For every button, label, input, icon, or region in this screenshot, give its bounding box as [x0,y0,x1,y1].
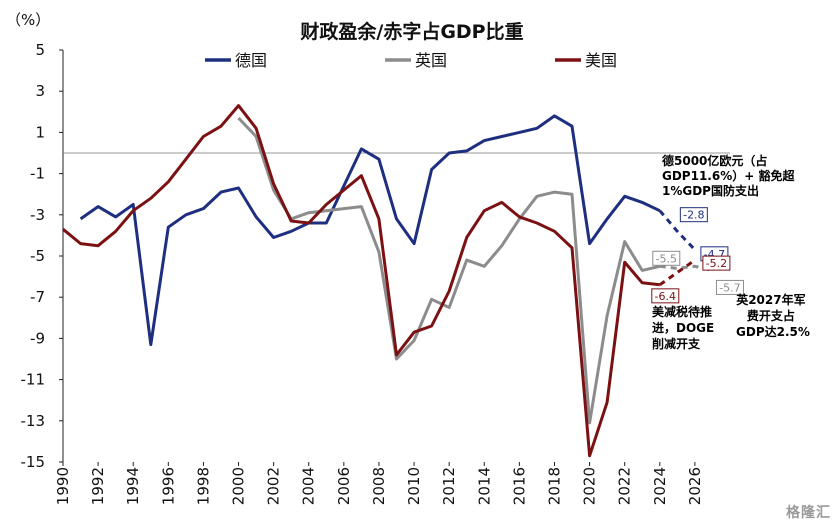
x-tick-label: 2002 [265,467,283,505]
y-tick-label: 3 [35,82,45,100]
x-tick-label: 2024 [651,467,669,505]
x-tick-label: 2026 [686,467,704,505]
data-label-box [651,288,680,304]
legend-label: 德国 [235,51,267,70]
y-tick-labels: 5 3 1 -1 -3 -5 -7 -9 -11 -13 -15 [21,41,46,471]
legend: 德国 英国 美国 [205,51,617,70]
data-label-box [702,255,731,271]
y-tick-label: 1 [35,123,45,141]
y-unit-label: （%） [6,11,50,29]
x-tick-label: 2012 [440,467,458,505]
x-tick-label: 1996 [159,467,177,505]
x-tick-label: 1990 [54,467,72,505]
x-tick-label: 2008 [370,467,388,505]
x-tick-label: 2000 [230,467,248,505]
y-tick-label: -15 [21,453,46,471]
data-label: -2.8 [683,209,704,222]
y-tick-label: -1 [30,165,45,183]
y-tick-label: -9 [30,329,45,347]
x-tick-label: 2022 [616,467,634,505]
series-forecast-line [658,258,696,287]
data-labels: -2.8-4.7-5.5-5.7-6.4-5.2 [651,207,744,304]
data-label: -5.7 [719,281,740,294]
y-tick-label: -13 [21,412,46,430]
y-tick-label: -7 [30,288,45,306]
watermark-logo: 格隆汇 [786,504,831,520]
chart-title: 财政盈余/赤字占GDP比重 [300,20,523,43]
x-tick-label: 1994 [124,467,142,505]
legend-label: 英国 [415,51,447,70]
x-tick-label: 2020 [581,467,599,505]
y-tick-label: 5 [35,41,45,59]
x-tick-label: 2004 [300,467,318,505]
y-tick-label: -5 [30,247,45,265]
series-line [79,114,661,347]
data-label-box [679,207,708,223]
x-tick-label: 2010 [405,467,423,505]
data-label-box [652,250,681,266]
x-tick-label: 2014 [475,467,493,505]
data-label-box [715,279,744,295]
x-tick-label: 2016 [510,467,528,505]
legend-label: 美国 [585,51,617,70]
y-tick-label: -11 [21,371,46,389]
axes [59,49,730,466]
annotation-germany: 德5000亿欧元（占 GDP11.6%）+ 豁免超 1%GDP国防支出 [662,153,799,198]
data-label: -5.5 [656,252,677,265]
x-tick-label: 2006 [335,467,353,505]
x-tick-label: 2018 [545,467,563,505]
x-tick-labels: 1990 1992 1994 1996 1998 2000 2002 2004 2006 2008… [54,467,704,505]
annotation-usa: 美减税待推 进，DOGE 削减开支 [652,304,718,351]
data-label: -5.2 [706,257,727,270]
annotation-uk: 英2027年军 费开支占 GDP达2.5% [736,292,810,339]
series-lines [62,104,713,458]
x-tick-label: 1998 [194,467,212,505]
data-label: -6.4 [655,290,676,303]
series-forecast-line [658,209,696,251]
series-line [237,116,661,425]
x-tick-label: 1992 [89,467,107,505]
y-tick-label: -3 [30,206,45,224]
series-line [62,104,660,458]
